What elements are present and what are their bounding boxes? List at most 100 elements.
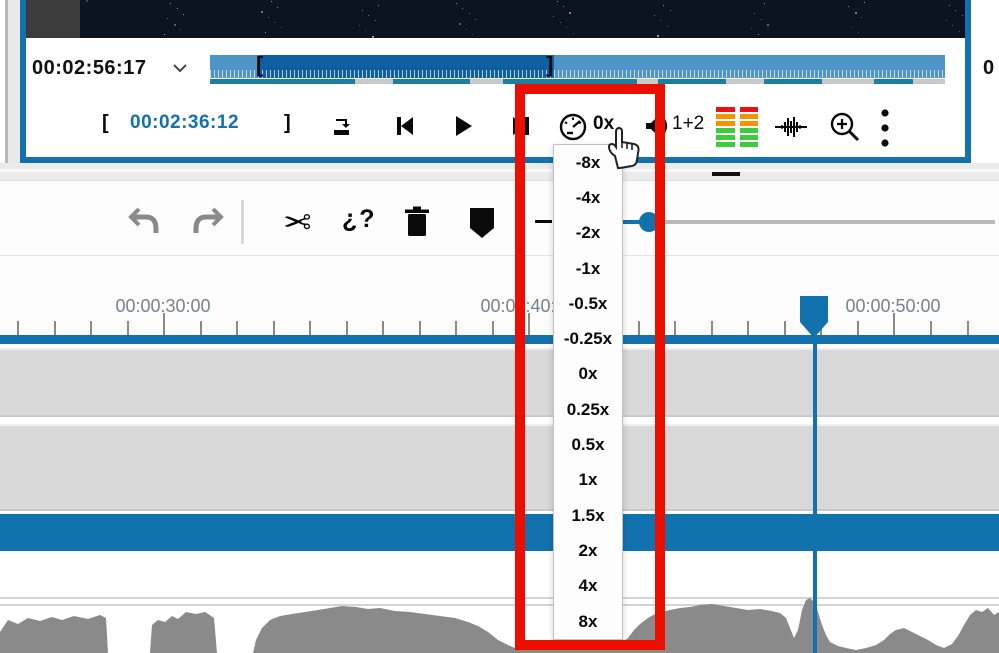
video-preview[interactable] <box>26 0 965 38</box>
star-dot <box>569 11 572 14</box>
video-track-clip[interactable] <box>0 348 999 417</box>
timeline-toolbar <box>0 180 999 256</box>
zone-out-mark[interactable]: ] <box>546 52 554 77</box>
unlink-tool-icon[interactable]: ¿? <box>342 205 377 233</box>
delete-icon[interactable] <box>404 206 430 238</box>
speed-menu-item[interactable]: 8x <box>578 611 598 631</box>
zone-out-button[interactable]: ] <box>284 112 291 134</box>
speed-menu-item[interactable]: 2x <box>578 540 598 560</box>
star-dot <box>754 13 756 15</box>
speed-menu-item[interactable]: -2x <box>575 223 601 243</box>
ruler-minor-tick <box>419 321 421 335</box>
timeline-zoom-slider[interactable] <box>558 220 995 224</box>
audio-thumbnails-icon[interactable] <box>774 113 808 141</box>
speed-menu-item[interactable]: 4x <box>578 576 598 596</box>
audio-meter-icon[interactable] <box>716 107 758 151</box>
ruler-minor-tick <box>784 321 786 335</box>
star-dot <box>854 11 857 14</box>
zone-in-mark[interactable]: [ <box>256 52 264 77</box>
speed-menu-item[interactable]: 1x <box>578 470 598 490</box>
speedometer-icon[interactable] <box>558 112 588 142</box>
panel-resize-handle[interactable] <box>712 172 740 176</box>
audio-channels-label[interactable]: 1+2 <box>672 113 705 134</box>
playhead-line <box>813 338 817 653</box>
audio-waveform[interactable] <box>0 595 999 653</box>
insert-zone-icon[interactable] <box>332 116 356 138</box>
star-dot <box>176 8 178 10</box>
track-separator <box>0 597 999 599</box>
star-dot <box>180 29 182 30</box>
playhead-marker[interactable] <box>800 296 828 338</box>
meter-bar <box>739 114 758 119</box>
speed-menu-item[interactable]: -0.5x <box>568 293 608 313</box>
toolbar-separator <box>241 200 244 244</box>
selected-track-clip[interactable] <box>0 514 999 551</box>
star-dot <box>666 25 668 27</box>
skip-backward-icon[interactable] <box>394 114 416 138</box>
playback-speed-menu: -8x -4x -2x -1x -0.5x -0.25x 0x 0.25x 0.5x 1x 1.5x… <box>553 144 623 641</box>
speed-menu-item[interactable]: -4x <box>575 187 601 207</box>
speed-menu-item[interactable]: -8x <box>575 152 601 172</box>
timeline-zoom-slider-handle[interactable] <box>639 212 659 232</box>
speed-value-label[interactable]: 0x <box>593 113 615 134</box>
ruler-minor-tick <box>17 321 19 335</box>
star-dot <box>264 31 266 33</box>
speed-menu-item[interactable]: 0.25x <box>566 399 610 419</box>
speed-menu-item[interactable]: -0.25x <box>563 329 613 349</box>
zone-duration-timecode[interactable]: 00:02:36:12 <box>130 112 240 133</box>
star-dot <box>365 30 367 32</box>
ruler-major-tick <box>163 313 165 335</box>
video-letterbox <box>26 0 80 38</box>
left-panel-divider <box>5 0 8 163</box>
zone-in-button[interactable]: [ <box>102 112 109 134</box>
ruler-minor-tick <box>200 321 202 335</box>
hand-cursor <box>604 126 644 170</box>
ruler-minor-tick <box>967 321 969 335</box>
star-dot <box>948 4 950 6</box>
marker-flag-icon[interactable] <box>468 206 496 239</box>
ruler-minor-tick <box>346 321 348 335</box>
cut-tool-icon[interactable]: ✂ <box>283 204 312 242</box>
ruler-minor-tick <box>857 321 859 335</box>
monitor-border-right <box>965 0 971 163</box>
zoom-in-icon[interactable] <box>828 111 862 145</box>
star-dot <box>757 33 759 35</box>
scrub-cache-segment <box>503 79 637 84</box>
meter-bar <box>716 114 735 119</box>
undo-icon[interactable] <box>128 206 160 236</box>
ruler-minor-tick <box>382 321 384 335</box>
timeline-ruler[interactable]: 00:00:30:00 00:00:40:00 00:00:50:00 <box>0 256 999 335</box>
ruler-minor-tick <box>638 321 640 335</box>
meter-bar <box>739 128 758 133</box>
chevron-down-icon[interactable] <box>172 62 188 74</box>
star-dot <box>660 20 662 22</box>
video-track-clip[interactable] <box>0 424 999 511</box>
ruler-minor-tick <box>309 321 311 335</box>
star-dot <box>848 6 850 8</box>
speed-menu-item[interactable]: 1.5x <box>571 505 605 525</box>
ruler-minor-tick <box>930 321 932 335</box>
redo-icon[interactable] <box>192 206 224 236</box>
ruler-minor-tick <box>674 321 676 335</box>
star-dot <box>280 27 282 29</box>
kebab-menu-icon[interactable] <box>880 108 890 150</box>
monitor-timecode[interactable]: 00:02:56:17 <box>32 57 147 79</box>
scrub-cache-segment <box>874 79 913 84</box>
left-gutter <box>8 0 20 163</box>
play-icon[interactable] <box>452 114 474 138</box>
star-dot <box>472 34 474 36</box>
ruler-minor-tick <box>711 321 713 335</box>
ruler-timecode-label: 00:00:40:00 <box>480 296 576 316</box>
star-dot <box>164 33 166 35</box>
speed-menu-item[interactable]: -1x <box>575 258 601 278</box>
speed-menu-item[interactable]: 0.5x <box>571 435 605 455</box>
star-dot <box>170 2 172 4</box>
star-dot <box>368 15 370 16</box>
speed-menu-item[interactable]: 0x <box>578 364 598 384</box>
star-dot <box>572 32 574 34</box>
timeline-zoom-out-button[interactable] <box>535 220 552 223</box>
timeline-top-bar <box>0 335 999 344</box>
skip-forward-icon[interactable] <box>510 114 532 138</box>
volume-icon[interactable] <box>644 114 670 138</box>
